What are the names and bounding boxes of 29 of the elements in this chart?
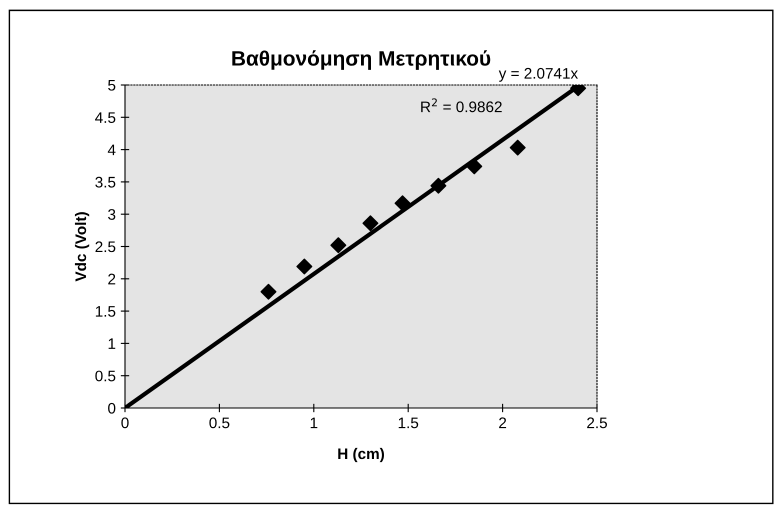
x-axis-title: H (cm) [338, 448, 384, 462]
x-tick-label: 2.5 [587, 417, 607, 428]
y-tick-label: 5 [108, 80, 116, 91]
y-axis-title: Vdc (Volt) [74, 212, 90, 282]
y-tick-label: 0.5 [95, 370, 116, 382]
y-tick-label: 0 [108, 402, 116, 414]
annotation: R$^{2}$ = 0.9862 [421, 98, 502, 112]
point [510, 140, 526, 156]
point [394, 195, 411, 212]
point [430, 178, 446, 194]
point [362, 215, 378, 232]
point [260, 284, 276, 300]
y-tick-label: 4 [108, 144, 116, 156]
y-tick-label: 2 [108, 274, 116, 284]
y-tick-label: 3.5 [95, 176, 116, 188]
text: y = 2.0741x [498, 68, 578, 82]
x-tick-label: 1 [310, 418, 318, 428]
y-tick-label: 2.5 [96, 241, 116, 252]
y-tick-label: 1 [108, 338, 116, 349]
point [330, 237, 346, 254]
y-tick-label: 3 [108, 209, 116, 220]
x-tick-label: 2 [499, 417, 506, 428]
y-tick-label: 4.5 [95, 112, 116, 123]
chart-title: Βαθμονόμηση Μετρητικού [232, 50, 490, 70]
y-tick-label: 1.5 [96, 306, 116, 317]
x-tick-label: 1.5 [398, 418, 418, 428]
x-tick-label: 0.5 [209, 417, 230, 428]
point [296, 258, 312, 275]
x-tick-label: 0 [121, 417, 129, 428]
